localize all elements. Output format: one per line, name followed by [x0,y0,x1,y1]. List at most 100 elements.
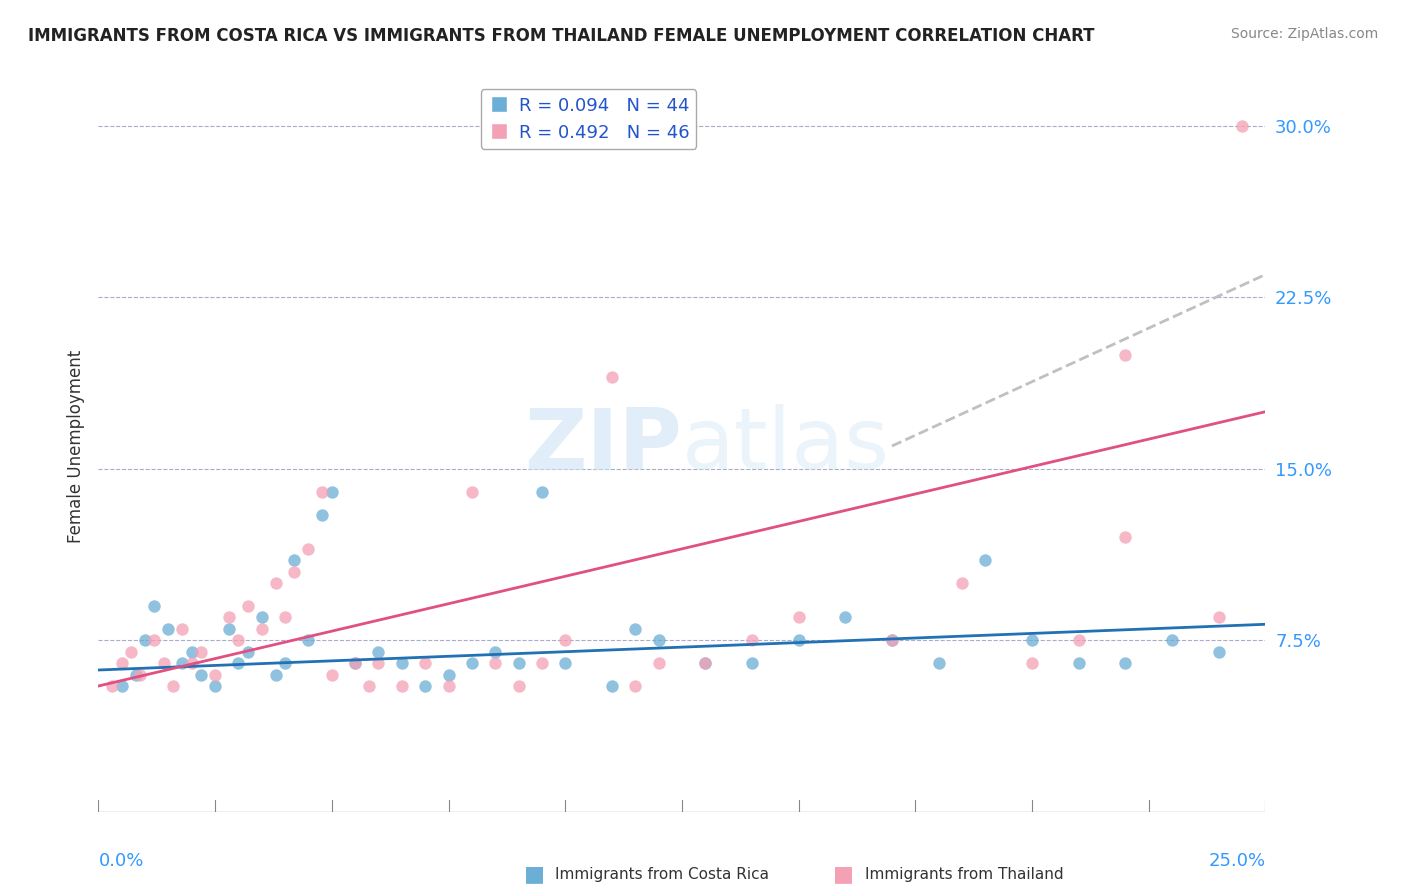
Text: ZIP: ZIP [524,404,682,488]
Point [437,679,460,693]
Point [228,633,250,648]
Point [190,645,212,659]
Legend: R = 0.094   N = 44, R = 0.492   N = 46: R = 0.094 N = 44, R = 0.492 N = 46 [481,89,696,149]
Point [624,622,647,636]
Text: 0.0%: 0.0% [98,852,143,870]
Point [344,656,367,670]
Point [101,679,124,693]
Point [741,633,763,648]
Point [152,656,174,670]
Point [1161,633,1184,648]
Point [264,576,287,591]
Point [530,484,553,499]
Point [236,599,259,613]
Point [1021,656,1043,670]
Point [162,679,184,693]
Point [695,656,717,670]
Point [311,508,333,522]
Point [413,656,436,670]
Point [647,656,669,670]
Text: 25.0%: 25.0% [1208,852,1265,870]
Point [367,656,389,670]
Point [297,633,319,648]
Point [508,679,530,693]
Point [274,610,297,624]
Point [321,484,343,499]
Point [120,645,142,659]
Point [236,645,259,659]
Point [1067,656,1090,670]
Text: Immigrants from Thailand: Immigrants from Thailand [865,867,1063,881]
Point [111,656,134,670]
Text: Immigrants from Costa Rica: Immigrants from Costa Rica [555,867,769,881]
Point [111,679,134,693]
Point [359,679,381,693]
Point [1067,633,1090,648]
Point [283,553,305,567]
Point [250,622,273,636]
Point [250,610,273,624]
Point [134,633,156,648]
Point [218,610,240,624]
Text: ■: ■ [834,864,853,884]
Point [928,656,950,670]
Point [391,679,413,693]
Point [974,553,997,567]
Point [172,656,194,670]
Point [180,645,202,659]
Point [321,667,343,681]
Point [367,645,389,659]
Point [274,656,297,670]
Point [787,633,810,648]
Point [461,656,484,670]
Point [950,576,973,591]
Point [264,667,287,681]
Point [1114,530,1136,544]
Point [1208,645,1230,659]
Point [600,679,623,693]
Point [695,656,717,670]
Text: atlas: atlas [682,404,890,488]
Point [283,565,305,579]
Text: Source: ZipAtlas.com: Source: ZipAtlas.com [1230,27,1378,41]
Point [311,484,333,499]
Point [530,656,553,670]
Point [157,622,180,636]
Point [204,667,226,681]
Point [228,656,250,670]
Point [484,656,506,670]
Point [344,656,367,670]
Point [125,667,148,681]
Point [554,633,576,648]
Point [600,370,623,384]
Point [880,633,903,648]
Point [1021,633,1043,648]
Point [218,622,240,636]
Point [129,667,152,681]
Point [461,484,484,499]
Point [413,679,436,693]
Point [554,656,576,670]
Point [180,656,202,670]
Point [624,679,647,693]
Point [880,633,903,648]
Point [787,610,810,624]
Point [484,645,506,659]
Point [391,656,413,670]
Point [1114,347,1136,362]
Point [741,656,763,670]
Point [143,599,166,613]
Point [508,656,530,670]
Point [190,667,212,681]
Point [1230,119,1253,133]
Y-axis label: Female Unemployment: Female Unemployment [66,350,84,542]
Point [1208,610,1230,624]
Point [437,667,460,681]
Point [297,541,319,556]
Point [834,610,856,624]
Point [172,622,194,636]
Point [143,633,166,648]
Point [1114,656,1136,670]
Point [204,679,226,693]
Point [647,633,669,648]
